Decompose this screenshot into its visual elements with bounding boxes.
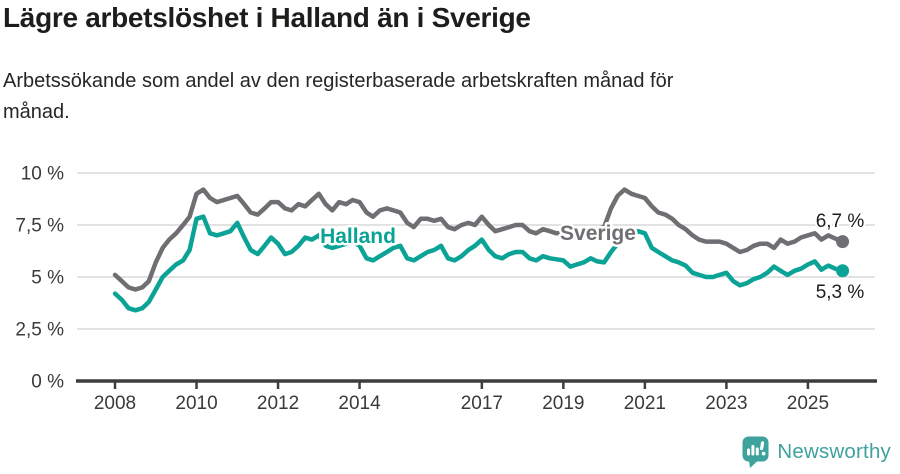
y-tick-label: 0 % [31,372,64,393]
halland-series-label: Halland [320,225,396,248]
halland-end-value-label: 5,3 % [816,282,865,303]
newsworthy-wordmark: Newsworthy [777,440,891,463]
x-tick-label: 2019 [542,393,584,414]
x-tick-label: 2010 [175,393,217,414]
sverige-series-label: Sverige [560,222,636,245]
page-title: Lägre arbetslöshet i Halland än i Sverig… [3,2,531,33]
y-tick-label: 2,5 % [15,320,64,341]
x-tick-label: 2008 [94,393,136,414]
x-tick-label: 2021 [624,393,666,414]
y-tick-label: 10 % [21,164,64,185]
x-axis-labels: 2008 2010 2012 2014 2017 2019 2021 2023 2025 [94,393,829,414]
sverige-line [112,187,845,292]
halland-line [112,214,845,313]
chart-subtitle: Arbetssökande som andel av den registerb… [3,70,674,123]
x-tick-label: 2017 [461,393,503,414]
newsworthy-logo[interactable]: Newsworthy [742,436,891,468]
x-axis-tick-marks [113,381,810,389]
x-tick-label: 2025 [787,393,829,414]
y-tick-label: 7,5 % [15,216,64,237]
halland-end-dot [836,264,850,278]
y-tick-label: 5 % [31,268,64,289]
newsworthy-bubble-chart-icon [742,436,769,468]
x-tick-label: 2014 [338,393,381,414]
sverige-end-dot [836,235,850,249]
x-tick-label: 2023 [705,393,747,414]
sverige-end-value-label: 6,7 % [816,211,865,232]
x-tick-label: 2012 [257,393,299,414]
y-axis-labels: 0 % 2,5 % 5 % 7,5 % 10 % [15,164,64,393]
